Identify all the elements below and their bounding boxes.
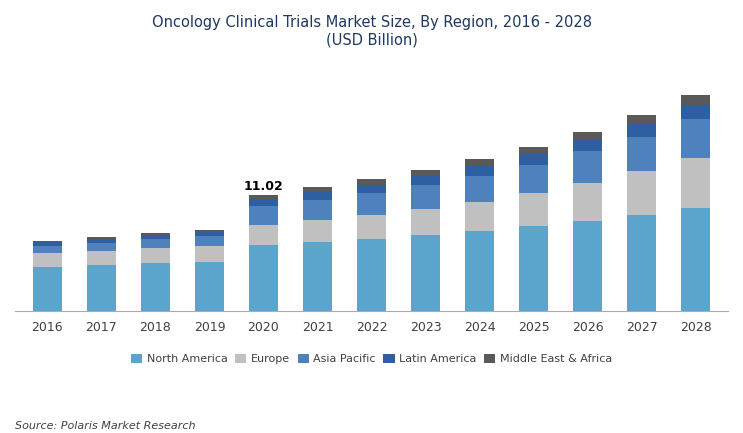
Bar bbox=[302, 192, 332, 200]
Bar bbox=[411, 235, 441, 311]
Bar bbox=[411, 209, 441, 235]
Bar bbox=[249, 207, 279, 225]
Bar bbox=[519, 147, 548, 154]
Bar bbox=[573, 152, 603, 183]
Bar bbox=[33, 246, 62, 253]
Bar bbox=[195, 232, 224, 236]
Bar bbox=[195, 236, 224, 246]
Bar bbox=[195, 262, 224, 311]
Bar bbox=[681, 158, 710, 208]
Bar bbox=[627, 215, 656, 311]
Title: Oncology Clinical Trials Market Size, By Region, 2016 - 2028
(USD Billion): Oncology Clinical Trials Market Size, By… bbox=[152, 15, 591, 47]
Bar bbox=[87, 239, 116, 242]
Bar bbox=[195, 229, 224, 232]
Bar bbox=[573, 183, 603, 221]
Bar bbox=[357, 185, 386, 193]
Bar bbox=[627, 137, 656, 171]
Bar bbox=[87, 265, 116, 311]
Bar bbox=[357, 179, 386, 185]
Bar bbox=[573, 140, 603, 152]
Bar bbox=[519, 154, 548, 165]
Bar bbox=[195, 246, 224, 262]
Bar bbox=[140, 239, 170, 248]
Bar bbox=[249, 195, 279, 200]
Bar bbox=[140, 248, 170, 263]
Bar bbox=[681, 105, 710, 120]
Bar bbox=[681, 95, 710, 105]
Bar bbox=[411, 176, 441, 184]
Bar bbox=[357, 239, 386, 311]
Bar bbox=[519, 193, 548, 226]
Bar bbox=[464, 176, 494, 202]
Bar bbox=[519, 226, 548, 311]
Bar bbox=[302, 187, 332, 192]
Bar bbox=[33, 240, 62, 242]
Bar bbox=[140, 233, 170, 236]
Text: 11.02: 11.02 bbox=[244, 180, 283, 193]
Bar bbox=[140, 236, 170, 239]
Bar bbox=[302, 220, 332, 242]
Bar bbox=[411, 184, 441, 209]
Bar bbox=[627, 171, 656, 215]
Bar bbox=[302, 200, 332, 220]
Bar bbox=[464, 231, 494, 311]
Bar bbox=[627, 115, 656, 124]
Bar bbox=[302, 242, 332, 311]
Bar bbox=[33, 253, 62, 267]
Bar bbox=[87, 251, 116, 265]
Bar bbox=[681, 120, 710, 158]
Bar bbox=[249, 200, 279, 207]
Bar bbox=[573, 221, 603, 311]
Bar bbox=[33, 242, 62, 246]
Bar bbox=[249, 245, 279, 311]
Bar bbox=[464, 166, 494, 176]
Bar bbox=[519, 165, 548, 193]
Bar bbox=[33, 267, 62, 311]
Bar bbox=[249, 225, 279, 245]
Bar bbox=[357, 215, 386, 239]
Legend: North America, Europe, Asia Pacific, Latin America, Middle East & Africa: North America, Europe, Asia Pacific, Lat… bbox=[126, 349, 617, 368]
Bar bbox=[627, 124, 656, 137]
Bar bbox=[87, 237, 116, 239]
Bar bbox=[464, 202, 494, 231]
Bar bbox=[681, 208, 710, 311]
Bar bbox=[357, 193, 386, 215]
Bar bbox=[464, 159, 494, 166]
Bar bbox=[140, 263, 170, 311]
Bar bbox=[573, 132, 603, 140]
Text: Source: Polaris Market Research: Source: Polaris Market Research bbox=[15, 421, 195, 431]
Bar bbox=[411, 170, 441, 176]
Bar bbox=[87, 242, 116, 251]
